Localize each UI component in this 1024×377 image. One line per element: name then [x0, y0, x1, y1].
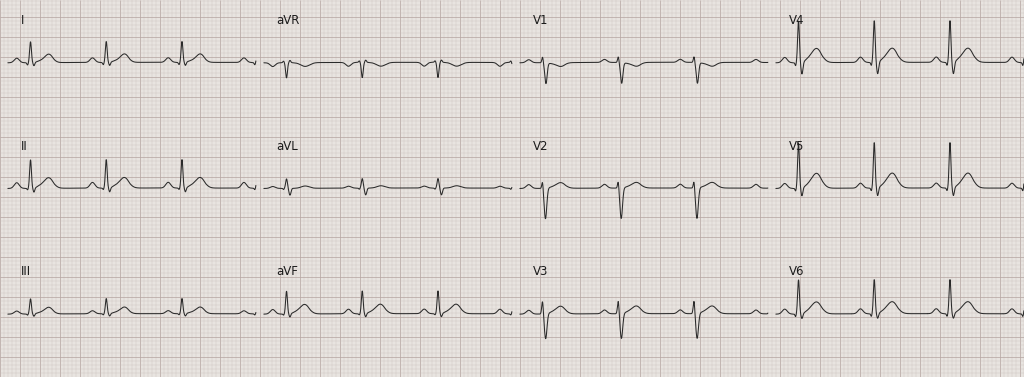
- Text: I: I: [20, 14, 24, 27]
- Text: aVR: aVR: [276, 14, 300, 27]
- Text: aVF: aVF: [276, 265, 298, 278]
- Text: V1: V1: [532, 14, 548, 27]
- Text: V2: V2: [532, 139, 548, 153]
- Text: V4: V4: [788, 14, 804, 27]
- Text: II: II: [20, 139, 28, 153]
- Text: aVL: aVL: [276, 139, 298, 153]
- Text: V3: V3: [532, 265, 548, 278]
- Text: V5: V5: [788, 139, 804, 153]
- Text: III: III: [20, 265, 31, 278]
- Text: V6: V6: [788, 265, 804, 278]
